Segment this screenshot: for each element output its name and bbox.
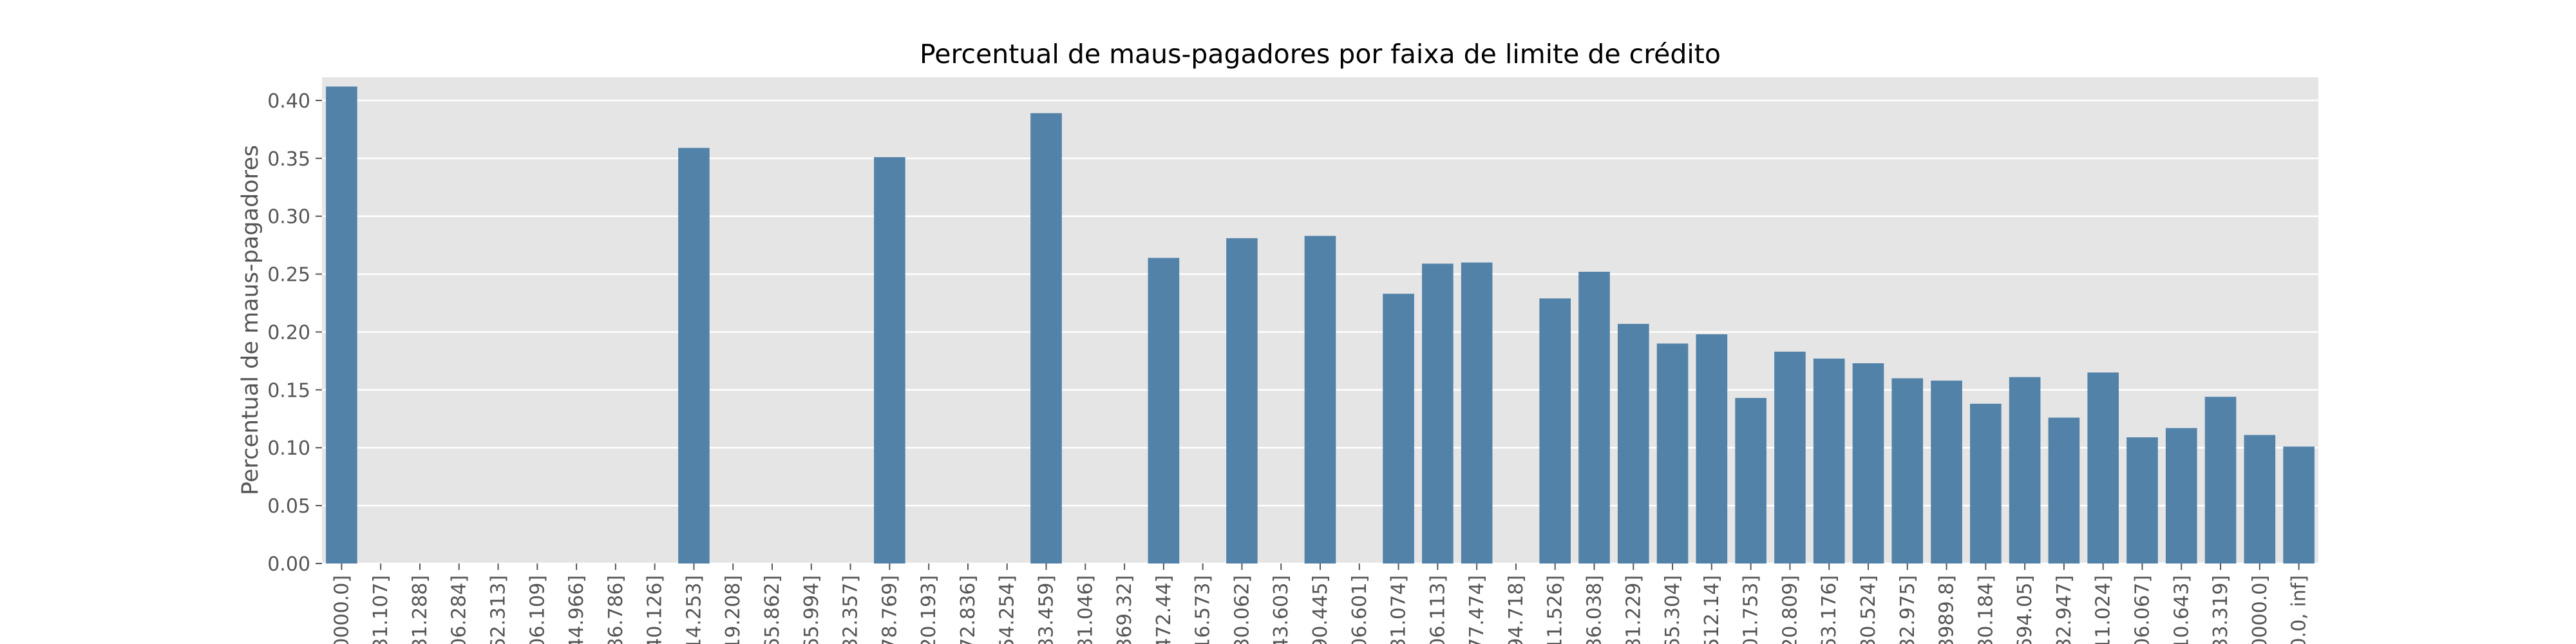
x-tick-label: 65.994] xyxy=(800,575,823,644)
x-tick-label: 33.319] xyxy=(2210,575,2232,644)
y-tick-label: 0.25 xyxy=(267,264,310,287)
chart-title: Percentual de maus-pagadores por faixa d… xyxy=(920,39,1721,70)
y-tick-label: 0.40 xyxy=(267,90,310,113)
bar xyxy=(1422,263,1454,564)
x-tick-label: 31.288] xyxy=(409,575,431,644)
bar xyxy=(1539,298,1571,564)
x-tick-label: 63.176] xyxy=(1818,575,1841,644)
x-tick-label: 32.975] xyxy=(1897,575,1919,644)
x-tick-label: 30.524] xyxy=(1857,575,1880,644)
x-tick-label: 86.786] xyxy=(605,575,627,644)
bar xyxy=(1891,378,1924,564)
bar xyxy=(1696,334,1728,564)
x-tick-label: 11.526] xyxy=(1544,575,1567,644)
bars xyxy=(326,86,2315,564)
x-tick-label: 32.357] xyxy=(840,575,862,644)
x-tick-label: 06.113] xyxy=(1426,575,1449,644)
bar xyxy=(2165,428,2197,564)
bar xyxy=(1617,323,1649,564)
x-tick-label: 90.445] xyxy=(1309,575,1332,644)
bar xyxy=(1970,403,2002,564)
x-tick-label: 3989.8] xyxy=(1936,575,1958,644)
bar xyxy=(2244,435,2276,564)
y-axis-ticks: 0.00 0.05 0.10 0.15 0.20 0.25 0.30 0.35 0.40 xyxy=(267,90,322,576)
x-tick-label: 512.14] xyxy=(1701,575,1723,644)
y-axis-label: Percentual de maus-pagadores xyxy=(238,145,263,495)
x-tick-label: 20.809] xyxy=(1779,575,1801,644)
x-tick-label: 81.229] xyxy=(1622,575,1645,644)
x-tick-label: 30.062] xyxy=(1231,575,1253,644)
x-tick-label: 43.603] xyxy=(1270,575,1293,644)
x-tick-label: 472.44] xyxy=(1153,575,1175,644)
x-tick-label: 14.253] xyxy=(683,575,705,644)
y-tick-label: 0.10 xyxy=(267,437,310,460)
bar xyxy=(2126,437,2158,564)
x-tick-label: 94.718] xyxy=(1505,575,1528,644)
x-tick-label: 32.947] xyxy=(2053,575,2076,644)
x-tick-label: 78.769] xyxy=(878,575,901,644)
bar xyxy=(326,86,357,564)
x-tick-label: 86.038] xyxy=(1583,575,1605,644)
x-tick-label: 77.474] xyxy=(1466,575,1488,644)
bar xyxy=(1813,358,1845,564)
bar xyxy=(1931,380,1962,564)
bar xyxy=(1656,343,1689,564)
bar xyxy=(2048,417,2080,564)
y-tick-label: 0.15 xyxy=(267,379,310,402)
x-tick-label: 65.304] xyxy=(1662,575,1684,644)
x-tick-label: 06.601] xyxy=(1349,575,1371,644)
x-tick-label: 0000.0] xyxy=(330,575,353,644)
x-tick-label: 81.046] xyxy=(1074,575,1097,644)
bar xyxy=(2087,372,2119,564)
x-tick-label: 06.109] xyxy=(526,575,549,644)
bar xyxy=(1304,236,1336,564)
bar xyxy=(2009,377,2041,564)
x-tick-label: 0000.0] xyxy=(2249,575,2271,644)
x-tick-label: 72.836] xyxy=(957,575,980,644)
bar xyxy=(1226,238,1258,564)
x-tick-label: 54.254] xyxy=(996,575,1019,644)
x-tick-label: 369.32] xyxy=(1113,575,1136,644)
y-tick-label: 0.30 xyxy=(267,206,310,229)
bar xyxy=(2283,446,2315,564)
x-tick-label: 10.643] xyxy=(2170,575,2193,644)
x-tick-label: 16.573] xyxy=(1192,575,1215,644)
bar xyxy=(2204,397,2237,564)
x-tick-label: 40.126] xyxy=(644,575,667,644)
x-tick-label: 31.074] xyxy=(1388,575,1410,644)
x-tick-label: 01.753] xyxy=(1740,575,1763,644)
bar xyxy=(1461,262,1493,564)
bar xyxy=(1774,352,1806,564)
x-tick-label: 65.862] xyxy=(761,575,784,644)
bar xyxy=(1030,113,1062,564)
bar xyxy=(1148,258,1180,564)
x-tick-label: 694.05] xyxy=(2014,575,2036,644)
y-tick-label: 0.20 xyxy=(267,321,310,344)
x-tick-label: 30.184] xyxy=(1975,575,1997,644)
x-tick-label: 83.459] xyxy=(1036,575,1058,644)
y-tick-label: 0.05 xyxy=(267,495,310,518)
x-tick-label: 44.966] xyxy=(565,575,588,644)
x-axis-ticks: 0000.0] 31.107] 31.288] 06.284] 62.313] 06.10… xyxy=(330,564,2311,644)
x-tick-label: 06.067] xyxy=(2131,575,2154,644)
y-tick-label: 0.00 xyxy=(267,553,310,576)
x-tick-label: 19.208] xyxy=(722,575,744,644)
x-tick-label: 11.024] xyxy=(2092,575,2115,644)
bar xyxy=(1735,397,1766,564)
bar xyxy=(678,147,710,564)
bar xyxy=(1578,272,1610,564)
bar xyxy=(874,157,905,564)
x-tick-label: 20.193] xyxy=(918,575,940,644)
x-tick-label: 62.313] xyxy=(488,575,510,644)
bar xyxy=(1852,363,1884,564)
x-tick-label: 06.284] xyxy=(448,575,471,644)
bar xyxy=(1383,294,1414,564)
x-tick-label: 0.0, inf] xyxy=(2288,575,2311,644)
y-tick-label: 0.35 xyxy=(267,148,310,171)
x-tick-label: 31.107] xyxy=(370,575,392,644)
